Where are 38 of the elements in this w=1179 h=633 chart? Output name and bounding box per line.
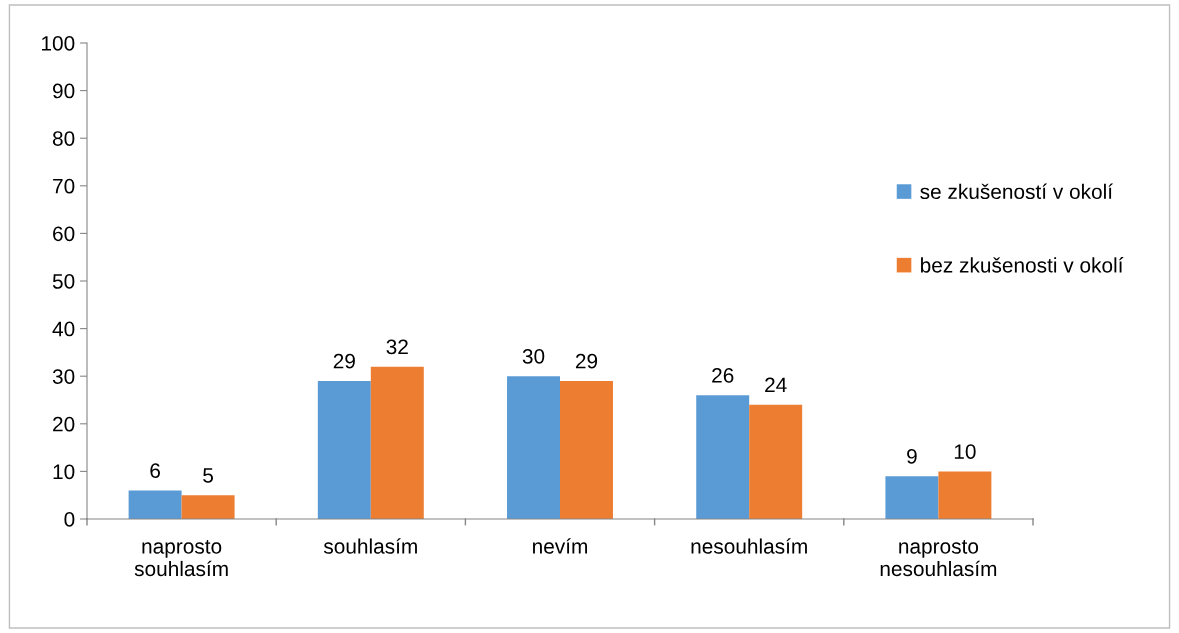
- bar: [317, 380, 371, 519]
- x-tick-label: nevím: [533, 538, 587, 554]
- bar: [128, 490, 182, 519]
- y-tick-label: 50: [52, 274, 75, 289]
- bar: [181, 495, 235, 519]
- data-label: 24: [765, 377, 787, 393]
- y-tick-label: 20: [53, 416, 75, 432]
- bar: [749, 404, 803, 519]
- legend-label: bez zkušenosti v okolí: [921, 257, 1124, 273]
- y-tick-label: 30: [52, 369, 75, 384]
- y-tick-label: 90: [53, 83, 75, 99]
- bar: [885, 476, 939, 519]
- y-tick-label: 70: [53, 178, 75, 194]
- y-tick-label: 100: [42, 36, 75, 51]
- legend-label: se zkušeností v okolí: [920, 183, 1113, 200]
- y-tick-label: 60: [53, 226, 75, 242]
- data-label: 30: [522, 349, 545, 364]
- data-label: 26: [712, 368, 734, 383]
- bar: [507, 376, 560, 519]
- data-label: 10: [954, 444, 976, 459]
- bar: [696, 395, 750, 519]
- y-tick-label: 10: [53, 464, 75, 480]
- bar: [560, 380, 613, 519]
- data-label: 29: [575, 353, 598, 369]
- x-tick-label: souhlasím: [323, 538, 417, 554]
- data-label: 29: [333, 353, 355, 369]
- x-tick-label: naprosto souhlasím: [134, 540, 228, 577]
- data-label: 6: [150, 463, 160, 478]
- data-label: 9: [907, 448, 917, 464]
- y-tick-label: 40: [52, 321, 75, 337]
- data-label: 32: [386, 339, 408, 355]
- x-tick-label: nesouhlasím: [691, 538, 807, 554]
- bar: [370, 366, 424, 519]
- bar: [938, 471, 992, 519]
- data-label: 5: [203, 468, 214, 483]
- x-tick-label: naprosto nesouhlasím: [880, 540, 997, 577]
- y-tick-label: 0: [64, 512, 75, 527]
- y-tick-label: 80: [52, 131, 75, 146]
